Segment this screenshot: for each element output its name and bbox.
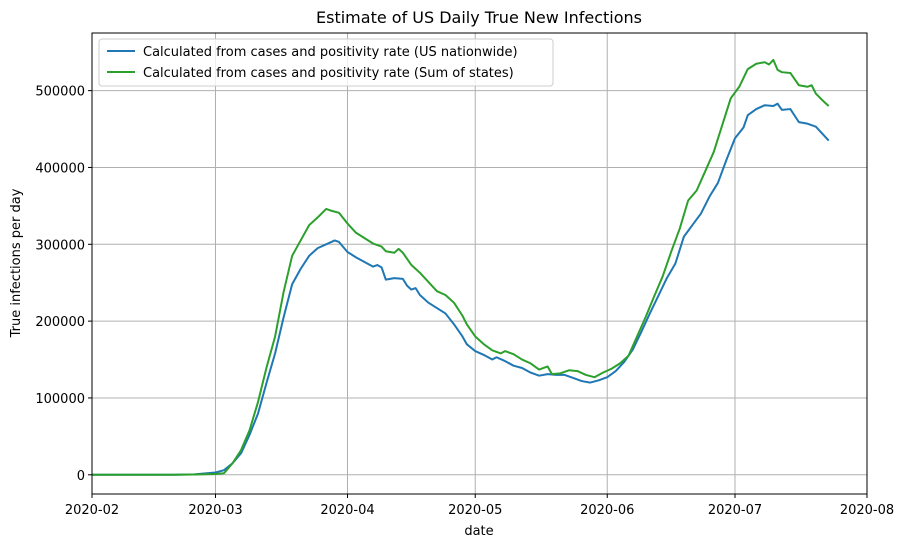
series-line-sum-of-states	[92, 58, 830, 476]
x-tick-label: 2020-05	[448, 503, 502, 518]
y-tick-label: 500000	[35, 85, 85, 100]
x-tick-label: 2020-06	[580, 503, 634, 518]
legend-label-nationwide: Calculated from cases and positivity rat…	[143, 45, 518, 60]
x-tick-label: 2020-08	[840, 503, 894, 518]
x-axis-ticks: 2020-02 2020-03 2020-04 2020-05 2020-06 2020-…	[65, 494, 894, 518]
axes-frame	[91, 32, 868, 495]
y-axis-ticks: 0 100000 200000 300000 400000 500000	[35, 85, 92, 484]
series-lines	[92, 58, 830, 476]
legend-box	[98, 38, 554, 87]
y-tick-label: 0	[77, 469, 85, 484]
y-tick-label: 400000	[35, 161, 85, 176]
x-tick-label: 2020-02	[65, 503, 119, 518]
y-tick-label: 300000	[35, 238, 85, 253]
legend-label-sum-of-states: Calculated from cases and positivity rat…	[143, 66, 514, 81]
y-tick-label: 200000	[35, 315, 85, 330]
x-tick-label: 2020-03	[188, 503, 242, 518]
y-axis-label: True infections per day	[9, 188, 24, 338]
x-tick-label: 2020-04	[320, 503, 374, 518]
x-axis-label: date	[464, 524, 493, 539]
grid-lines	[91, 33, 868, 494]
chart-title: Estimate of US Daily True New Infections	[316, 8, 642, 27]
x-tick-label: 2020-07	[708, 503, 762, 518]
y-tick-label: 100000	[35, 392, 85, 407]
series-line-nationwide	[92, 102, 830, 476]
legend: Calculated from cases and positivity rat…	[98, 38, 554, 87]
